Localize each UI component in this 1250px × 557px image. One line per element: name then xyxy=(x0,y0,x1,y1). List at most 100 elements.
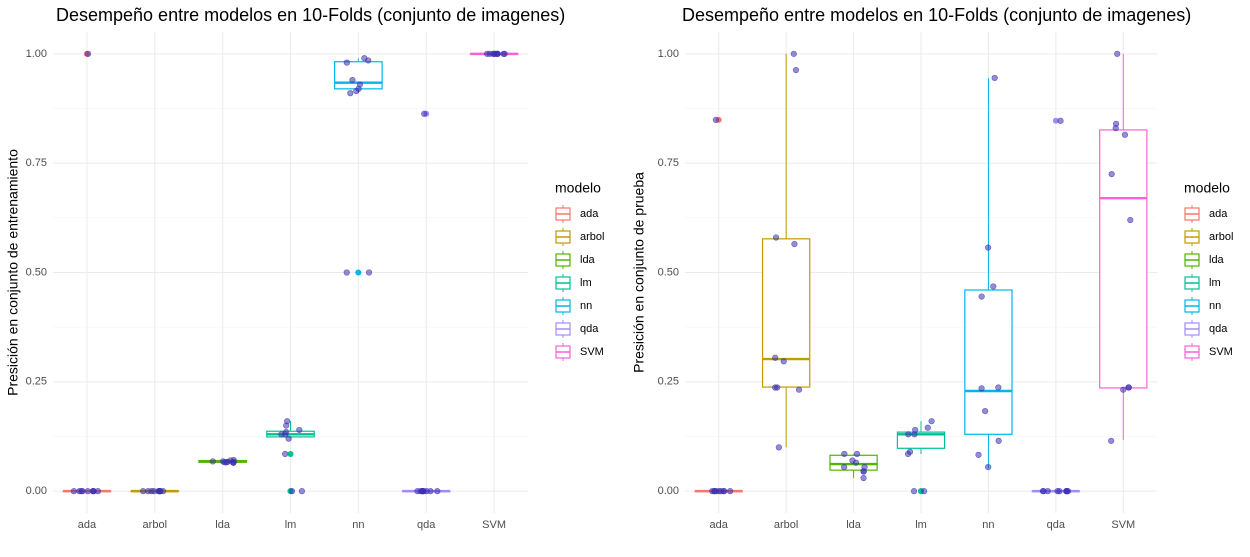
point xyxy=(841,463,848,471)
point xyxy=(795,386,803,393)
chart-title: Desempeño entre modelos en 10-Folds (con… xyxy=(682,5,1191,25)
point xyxy=(911,431,918,438)
x-tick-label: nn xyxy=(352,519,364,531)
point xyxy=(209,458,216,465)
point xyxy=(860,468,867,475)
point xyxy=(790,50,797,57)
point xyxy=(995,384,1002,391)
point xyxy=(727,488,734,495)
y-tick-label: 0.00 xyxy=(26,485,47,497)
point xyxy=(905,431,912,438)
point xyxy=(978,385,985,392)
point xyxy=(991,74,998,82)
legend-label: qda xyxy=(1209,323,1228,335)
point xyxy=(282,450,289,458)
point xyxy=(978,293,985,300)
point xyxy=(1054,488,1061,495)
x-tick-label: SVM xyxy=(1111,519,1135,531)
point xyxy=(421,110,428,117)
point xyxy=(975,451,982,458)
point xyxy=(140,488,147,495)
point xyxy=(1120,386,1127,393)
point xyxy=(283,422,290,429)
point xyxy=(717,488,725,495)
legend-label: ada xyxy=(1209,208,1228,220)
point xyxy=(282,431,289,438)
point xyxy=(491,50,498,57)
x-tick-label: qda xyxy=(417,519,436,531)
x-tick-label: lm xyxy=(285,519,297,531)
y-tick-label: 0.75 xyxy=(658,157,679,169)
point xyxy=(791,240,798,248)
x-tick-label: lda xyxy=(846,519,862,531)
point xyxy=(772,384,779,391)
y-tick-label: 0.25 xyxy=(26,376,47,388)
legend-label: lda xyxy=(1209,254,1225,266)
legend-label: nn xyxy=(580,300,592,312)
point xyxy=(982,408,989,415)
legend-label: lm xyxy=(580,277,592,289)
y-axis-label: Presición en conjunto de entrenamiento xyxy=(5,149,21,396)
point xyxy=(1044,488,1051,495)
legend-label: SVM xyxy=(1209,346,1233,358)
point xyxy=(365,57,372,64)
legend-title: modelo xyxy=(1184,180,1230,196)
box xyxy=(1099,129,1148,389)
point xyxy=(500,50,507,57)
outlier xyxy=(355,269,362,276)
point xyxy=(910,488,918,495)
y-tick-label: 0.00 xyxy=(658,485,679,497)
y-axis-label: Presición en conjunto de prueba xyxy=(631,172,647,373)
legend-label: ada xyxy=(580,208,599,220)
point xyxy=(853,450,861,458)
point xyxy=(347,90,354,97)
point xyxy=(1114,50,1121,57)
point xyxy=(484,50,491,57)
point xyxy=(298,488,306,495)
point xyxy=(434,488,441,495)
chart-title: Desempeño entre modelos en 10-Folds (con… xyxy=(56,5,565,25)
point xyxy=(711,488,718,495)
y-tick-label: 0.50 xyxy=(26,266,47,278)
point xyxy=(841,450,848,458)
point xyxy=(1064,488,1072,495)
legend-label: SVM xyxy=(580,346,604,358)
x-tick-label: ada xyxy=(78,519,97,531)
point xyxy=(985,244,992,251)
point xyxy=(343,269,350,276)
point xyxy=(156,488,163,495)
point xyxy=(772,234,780,241)
point xyxy=(70,488,77,495)
point xyxy=(84,488,91,495)
legend-label: lda xyxy=(580,254,596,266)
point xyxy=(985,463,992,471)
point xyxy=(775,444,782,451)
x-tick-label: arbol xyxy=(143,519,167,531)
outlier xyxy=(1052,117,1059,124)
point xyxy=(860,474,867,482)
point xyxy=(904,450,912,458)
x-tick-label: nn xyxy=(982,519,994,531)
x-tick-label: arbol xyxy=(774,519,798,531)
box xyxy=(964,289,1013,435)
point xyxy=(1108,171,1115,178)
y-tick-label: 0.75 xyxy=(26,157,47,169)
point xyxy=(1121,131,1129,138)
legend-label: lm xyxy=(1209,277,1221,289)
x-tick-label: lm xyxy=(915,519,927,531)
point xyxy=(353,87,360,95)
point xyxy=(1125,384,1132,391)
point xyxy=(772,354,779,361)
x-tick-label: SVM xyxy=(482,519,506,531)
point xyxy=(419,488,426,495)
x-tick-label: ada xyxy=(710,519,729,531)
point xyxy=(1127,216,1134,224)
point xyxy=(79,488,86,495)
point xyxy=(712,116,719,123)
legend-title: modelo xyxy=(555,180,601,196)
legend-label: arbol xyxy=(1209,231,1233,243)
y-tick-label: 1.00 xyxy=(658,48,679,60)
x-tick-label: qda xyxy=(1047,519,1066,531)
point xyxy=(990,283,997,290)
